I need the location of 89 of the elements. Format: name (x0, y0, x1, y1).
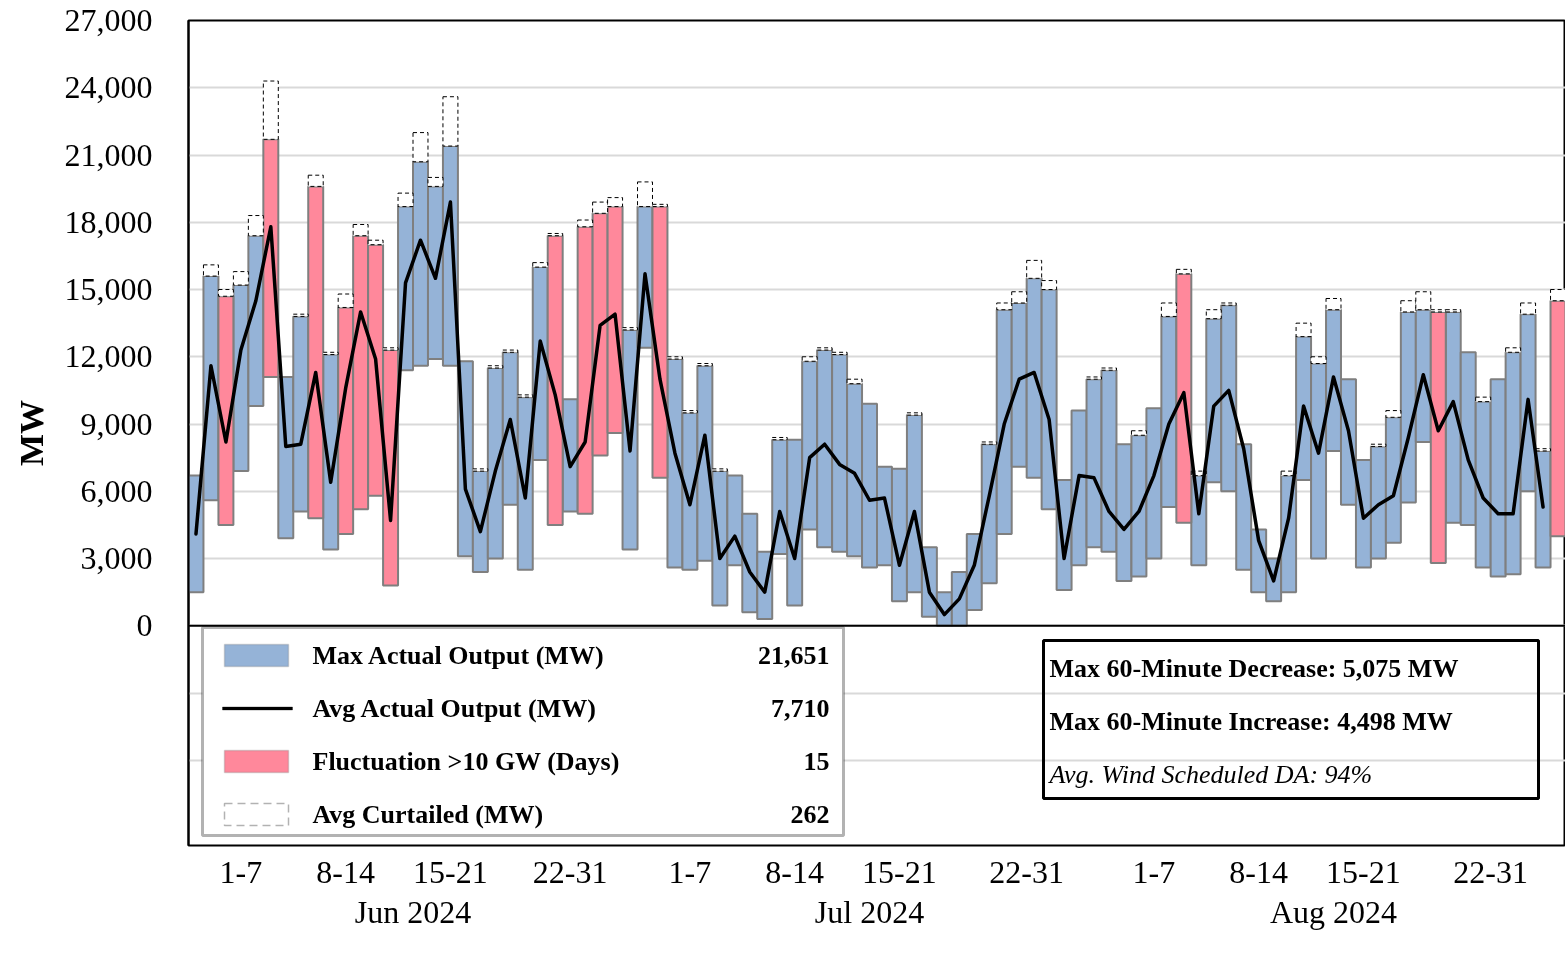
bar (1160, 302, 1177, 317)
bar (367, 239, 384, 246)
x-tick-label: 1-7 (219, 853, 263, 890)
bar (696, 363, 713, 367)
bar (1325, 297, 1342, 311)
bar (1130, 430, 1147, 436)
bar (981, 441, 998, 445)
bar (337, 293, 354, 308)
x-tick-label: 1-7 (668, 853, 712, 890)
y-tick-label: 0 (136, 607, 153, 644)
annotation: 15 (803, 747, 830, 776)
bar (532, 262, 549, 268)
bar (292, 313, 309, 317)
bar (816, 347, 833, 351)
bar (711, 468, 728, 472)
x-tick-label: 15-21 (413, 853, 488, 890)
bar (1295, 322, 1312, 338)
annotation: 262 (790, 800, 830, 829)
text: Jun 2024 (354, 893, 472, 930)
bar (352, 224, 369, 237)
bar (547, 232, 564, 237)
y-tick-label: 21,000 (64, 136, 153, 173)
bar (502, 349, 519, 353)
legend-label: Fluctuation >10 GW (Days) (312, 747, 620, 776)
bar (1385, 410, 1402, 418)
bar (322, 351, 339, 356)
x-tick-label: 1-7 (1132, 853, 1176, 890)
y-tick-label: 12,000 (64, 338, 153, 375)
bar (1505, 347, 1522, 353)
bar (1310, 356, 1327, 364)
bar (217, 289, 234, 297)
bar (202, 264, 219, 277)
annotation: Avg. Wind Scheduled DA: 94% (1047, 760, 1373, 789)
x-tick-label: 22-31 (1453, 853, 1528, 890)
y-tick-label: 18,000 (64, 203, 153, 240)
bar (517, 394, 534, 398)
bar (666, 356, 683, 360)
bar (906, 412, 923, 416)
bar (622, 327, 639, 331)
bar (382, 347, 399, 351)
x-tick-label: 22-31 (989, 853, 1064, 890)
x-tick-label: 15-21 (862, 853, 937, 890)
x-tick-label: 15-21 (1326, 853, 1401, 890)
legend-label: Avg Curtailed (MW) (312, 800, 544, 829)
y-tick-label: 15,000 (64, 271, 153, 308)
x-tick-label: 8-14 (765, 853, 825, 890)
y-tick-label: 3,000 (80, 540, 153, 577)
bar (487, 365, 504, 369)
bar (1026, 259, 1043, 279)
y-tick-label: 24,000 (64, 69, 153, 106)
bar (442, 96, 459, 147)
bar (247, 215, 264, 237)
bar (1520, 302, 1537, 315)
bar (1086, 376, 1103, 380)
bar (577, 219, 594, 228)
bar (472, 468, 489, 472)
annotation: Max 60-Minute Decrease: 5,075 MW (1049, 654, 1459, 683)
y-axis-title: MW (12, 399, 50, 467)
x-tick-label: 22-31 (532, 853, 608, 890)
bar (1370, 443, 1387, 447)
bar (1205, 309, 1222, 320)
bar (1101, 367, 1117, 371)
y-tick-label: 27,000 (64, 2, 153, 38)
bar (1220, 302, 1237, 306)
bar (412, 132, 429, 163)
bar (1175, 268, 1192, 275)
annotation: 7,710 (771, 694, 830, 723)
text: Aug 2024 (1269, 893, 1398, 930)
bar (427, 176, 444, 187)
bar (831, 351, 848, 356)
x-tick-label: 8-14 (316, 853, 375, 890)
y-tick-label: 9,000 (80, 405, 153, 442)
bar (771, 436, 788, 441)
annotation: Max 60-Minute Increase: 4,498 MW (1049, 707, 1453, 736)
bar (1041, 280, 1058, 291)
legend-label: Max Actual Output (MW) (312, 641, 604, 670)
bar (846, 378, 863, 385)
bar (681, 410, 698, 414)
bar (232, 271, 249, 286)
bar (397, 192, 414, 208)
bar (307, 174, 324, 187)
annotation: 21,651 (758, 641, 830, 670)
bar (1475, 396, 1492, 403)
legend-label: Avg Actual Output (MW) (312, 694, 596, 723)
x-tick-label: 8-14 (1229, 853, 1288, 890)
bar (262, 80, 279, 140)
text: Jul 2024 (814, 893, 925, 930)
y-tick-label: 6,000 (80, 472, 153, 509)
bar (801, 356, 818, 362)
